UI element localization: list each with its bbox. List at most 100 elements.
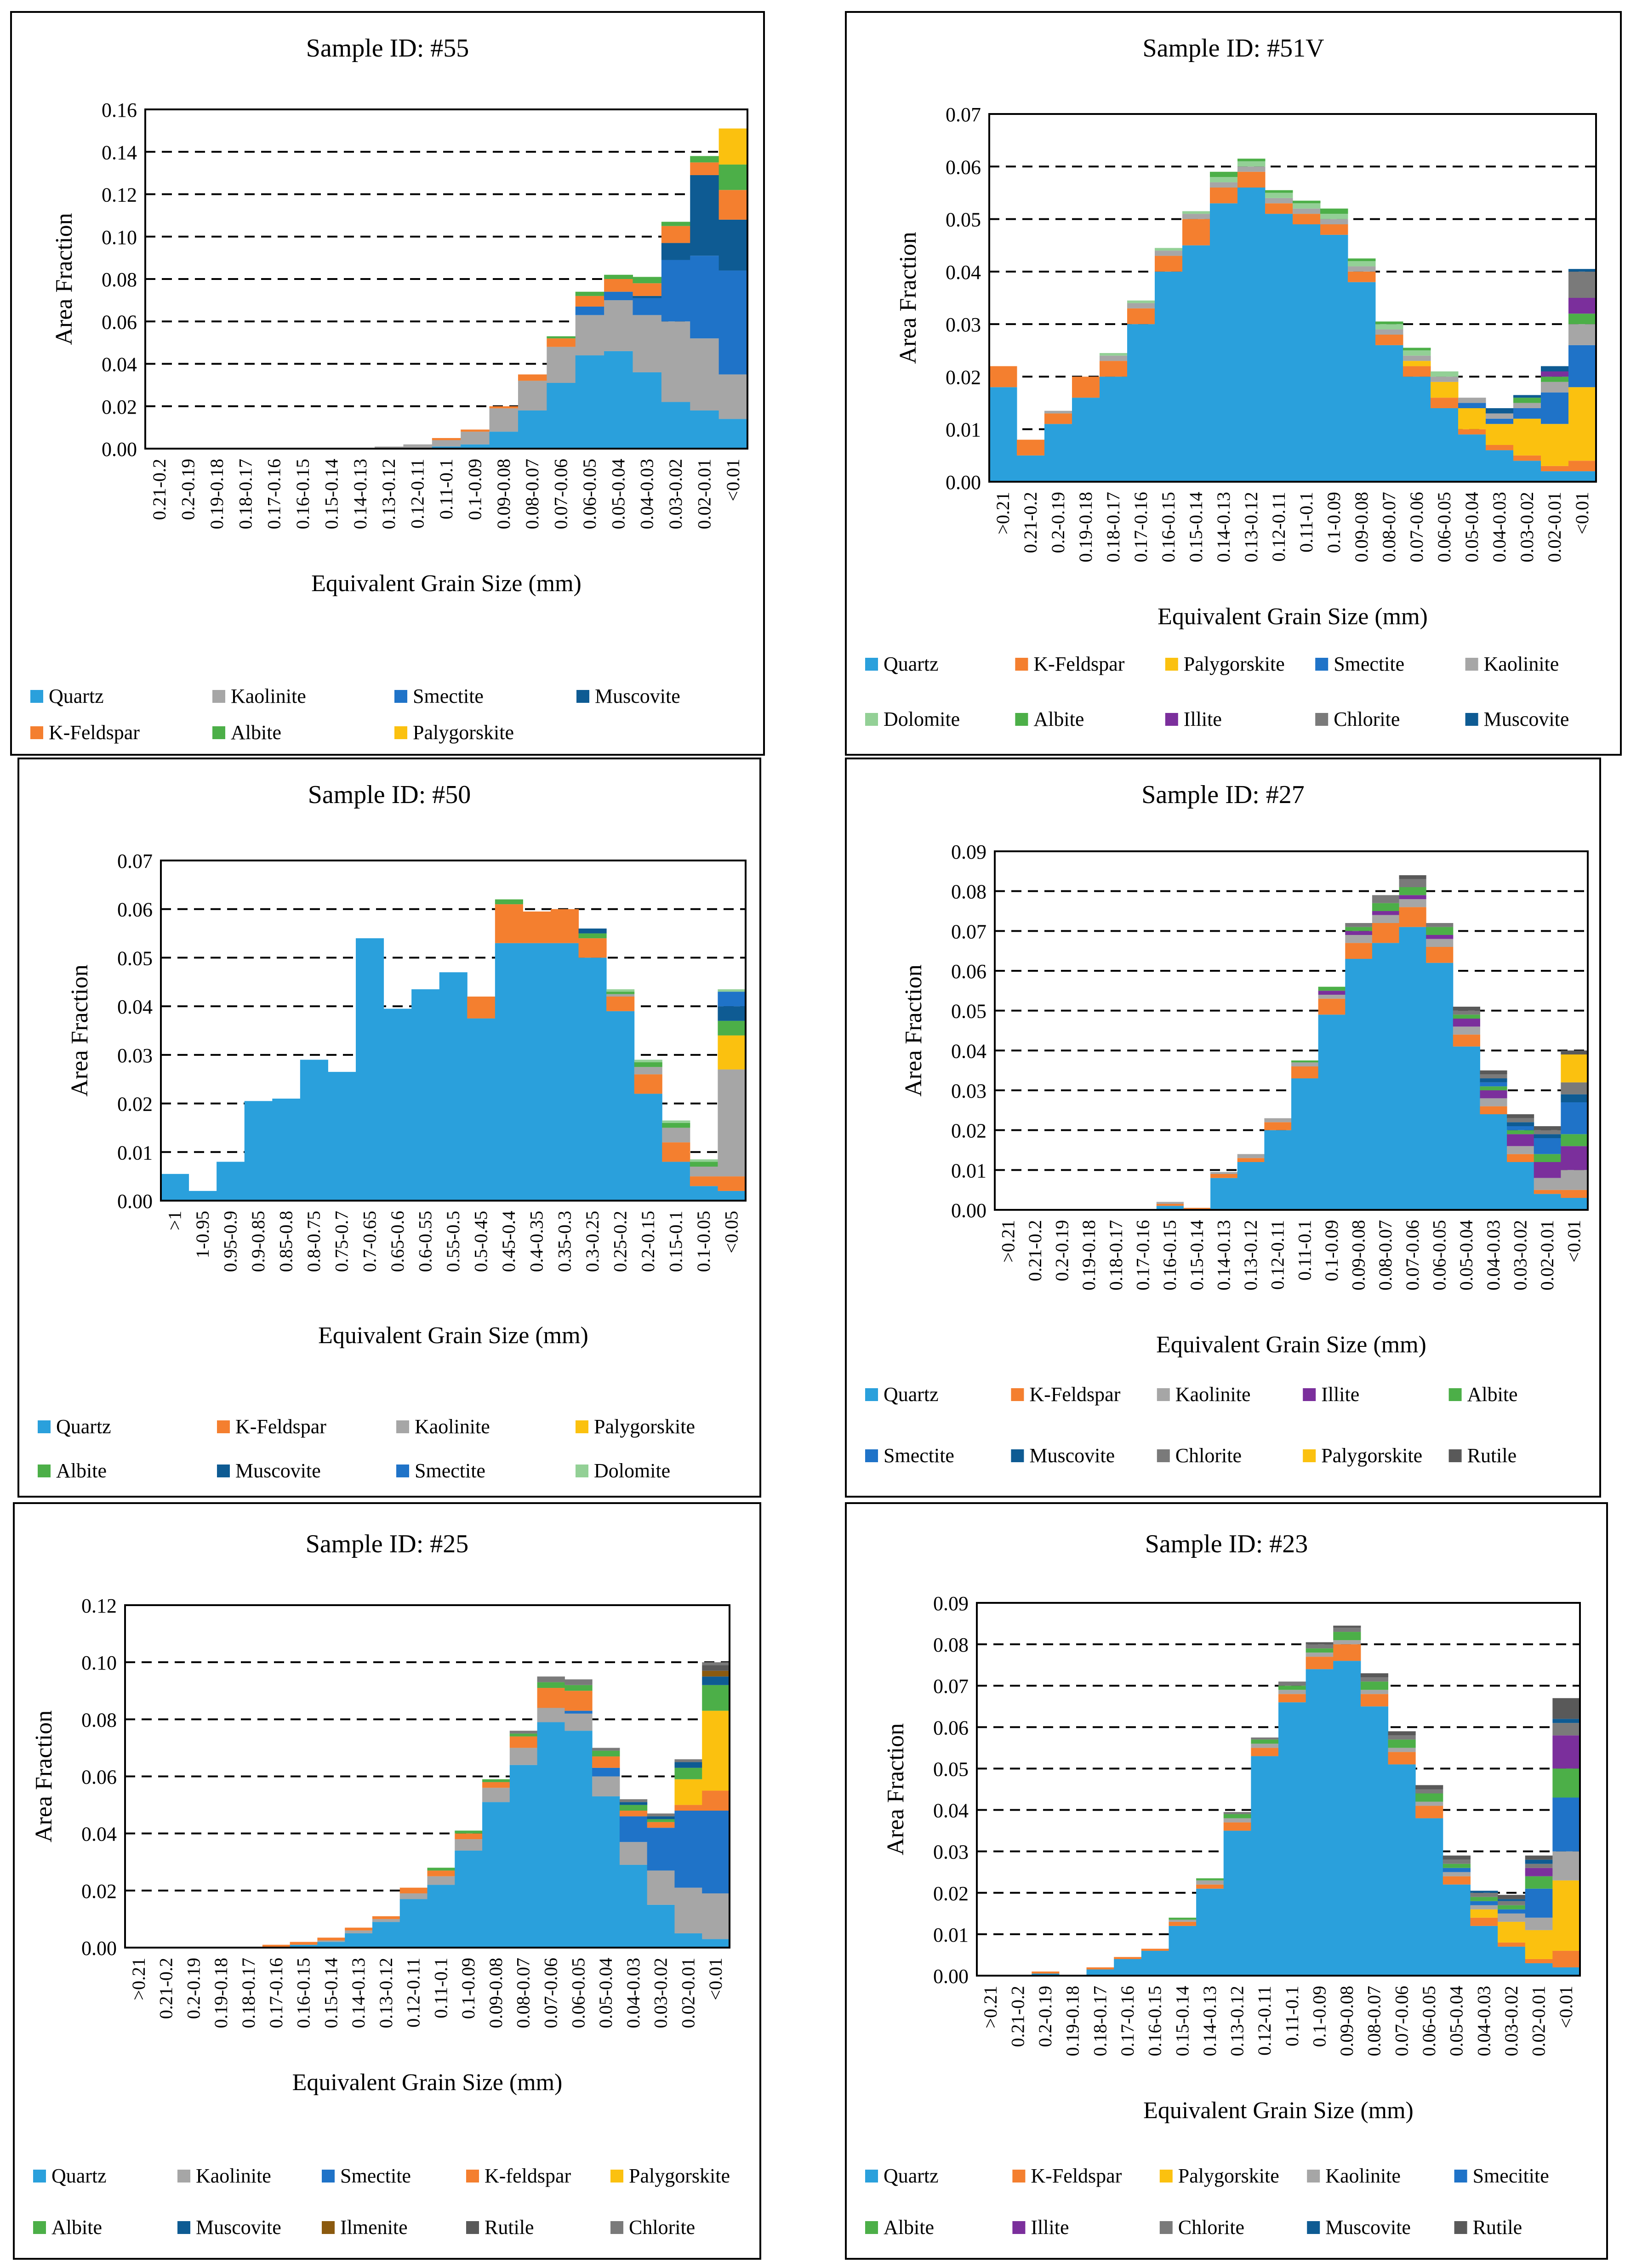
bar-illite (1507, 1134, 1534, 1146)
plot-frame (144, 108, 748, 450)
x-tick-label: 0.15-0.14 (1186, 1220, 1207, 1290)
bar-illite (1345, 931, 1373, 935)
bar-albite (1291, 1060, 1319, 1063)
bar-muscovite (1480, 1078, 1507, 1083)
bar-k-feldspar (1210, 1174, 1238, 1178)
bar-kaolinite (317, 1940, 345, 1942)
x-tick-label: 0.08-0.07 (1379, 492, 1399, 562)
bar-quartz (161, 1174, 189, 1201)
bar-albite (1265, 190, 1293, 193)
bar-quartz (1458, 434, 1486, 482)
x-tick-label: >0.21 (980, 1986, 1001, 2029)
x-tick-label: 0.05-0.04 (608, 459, 628, 529)
legend-label-albite: Albite (884, 2216, 934, 2239)
bar-chlorite (1480, 1074, 1507, 1078)
bar-k-feldspar (1264, 1122, 1292, 1130)
x-tick-label: 0.08-0.07 (1375, 1220, 1396, 1290)
legend-swatch-muscovite (177, 2221, 190, 2234)
bar-quartz (1251, 1756, 1279, 1976)
bar-dolomite (634, 1060, 662, 1062)
bar-smectite (1568, 345, 1596, 387)
bar-quartz (1534, 1194, 1561, 1210)
bar-muscovite (1470, 1891, 1498, 1893)
x-tick-label: 0.14-0.13 (1199, 1986, 1220, 2056)
bar-albite (427, 1868, 455, 1871)
x-tick-label: 0.19-0.18 (1078, 1220, 1099, 1290)
x-tick-label: 0.02-0.01 (694, 459, 714, 529)
y-tick-label: 0.08 (933, 1634, 969, 1656)
legend-label-illite: Illite (1321, 1383, 1359, 1406)
bar-k-feldspar (1507, 1154, 1534, 1162)
bar-k-feldspar (1375, 335, 1403, 345)
bar-kaolinite (403, 444, 433, 449)
bar-k-feldspar (1265, 203, 1293, 214)
bar-k-feldspar (1278, 1694, 1306, 1703)
bar-k-feldspar (604, 279, 633, 292)
legend-swatch-albite (33, 2221, 46, 2234)
bar-quartz (702, 1939, 730, 1948)
x-tick-label: 0.45-0.4 (498, 1211, 519, 1272)
chart-title: Sample ID: #50 (308, 781, 471, 809)
bar-albite (509, 1733, 538, 1737)
bar-palygorskite (1470, 1909, 1498, 1918)
bar-k-feldspar (1017, 439, 1045, 456)
bar-albite (1348, 258, 1376, 261)
bar-albite (1498, 1905, 1526, 1909)
bar-k-feldspar (1513, 455, 1541, 461)
bar-albite (1568, 313, 1596, 325)
legend-label-dolomite: Dolomite (594, 1459, 670, 1482)
bar-quartz (1169, 1926, 1197, 1976)
x-tick-label: 0.12-0.11 (1268, 492, 1289, 562)
bar-palygorskite (1561, 1054, 1588, 1083)
bar-kaolinite (1156, 1202, 1184, 1204)
bar-muscovite (1513, 395, 1541, 398)
x-tick-label: 0.35-0.3 (554, 1211, 575, 1272)
x-tick-label: 0.12-0.11 (407, 459, 428, 529)
legend-label-rutile: Rutile (1467, 1444, 1517, 1467)
bar-dolomite (1237, 161, 1266, 167)
legend-swatch-quartz (865, 2170, 878, 2183)
bar-quartz (1388, 1764, 1416, 1976)
x-tick-label: 0.03-0.02 (650, 1958, 671, 2028)
legend-label-muscovite: Muscovite (235, 1459, 321, 1482)
bar-k-feldspar (1169, 1921, 1197, 1926)
bar-kaolinite (1507, 1146, 1534, 1154)
x-tick-label: 0.9-0.85 (248, 1211, 268, 1272)
y-tick-label: 0.06 (117, 899, 153, 921)
bar-albite (1169, 1917, 1197, 1920)
bar-kaolinite (1453, 1026, 1480, 1035)
legend-label-k-feldspar: K-Feldspar (235, 1415, 326, 1438)
y-tick-label: 0.06 (102, 311, 137, 333)
bar-quartz (1426, 963, 1454, 1210)
bar-chlorite (1453, 1010, 1480, 1015)
plot-frame (988, 113, 1597, 483)
bar-illite (1534, 1162, 1561, 1178)
x-tick-label: 0.05-0.04 (1446, 1986, 1467, 2056)
chart-panel-55: Sample ID: #55 0.00 0.02 0.04 0.06 0.08 0.10 0.… (10, 11, 765, 756)
bar-kaolinite (1223, 1818, 1251, 1823)
x-tick-label: 0.17-0.16 (1117, 1986, 1138, 2056)
plot-frame (994, 850, 1589, 1211)
bar-smecitite (1470, 1901, 1498, 1905)
chart-panel-23: Sample ID: #23 0.00 0.01 0.02 0.03 0.04 0.05 0.… (845, 1502, 1608, 2260)
bar-chlorite (1388, 1735, 1416, 1740)
bar-dolomite (690, 1159, 718, 1162)
bar-quartz (1318, 1014, 1346, 1210)
bar-k-feldspar (461, 429, 490, 432)
bar-k-feldspar (1333, 1644, 1361, 1661)
bar-albite (1480, 1086, 1507, 1090)
bar-quartz (1237, 1162, 1265, 1210)
x-tick-label: 0.07-0.06 (1406, 492, 1427, 562)
legend-swatch-rutile (1448, 1449, 1462, 1462)
y-tick-label: 0.02 (81, 1880, 117, 1903)
bar-illite (1561, 1146, 1588, 1170)
bar-muscovite (690, 175, 719, 256)
bar-kaolinite (1100, 355, 1128, 361)
x-tick-label: 0.2-0.19 (1035, 1986, 1055, 2047)
bar-muscovite (1568, 269, 1596, 272)
legend-label-quartz: Quartz (884, 1383, 939, 1406)
bar-k-feldspar (1345, 943, 1373, 959)
legend-swatch-kaolinite (1157, 1388, 1170, 1401)
bar-k-feldspar (1141, 1949, 1169, 1951)
bar-smectite (1541, 392, 1569, 424)
